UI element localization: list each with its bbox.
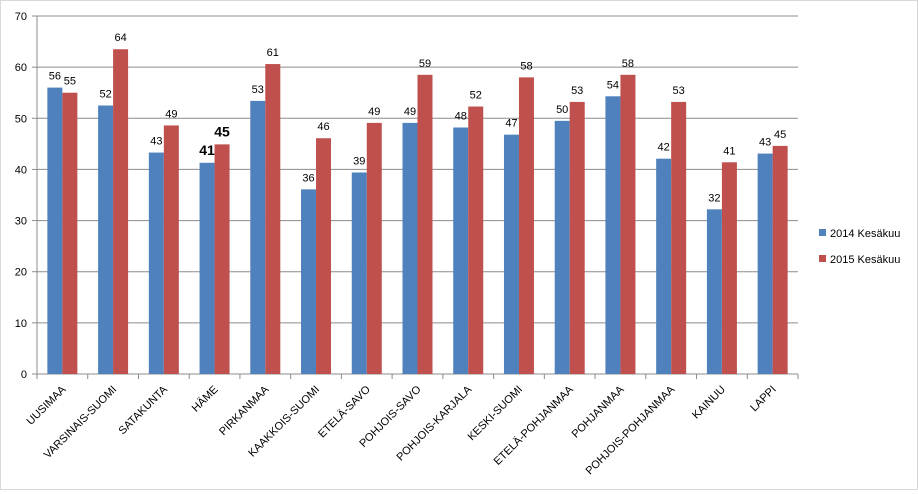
bars bbox=[47, 49, 788, 375]
bar-2015 bbox=[417, 74, 433, 375]
data-label: 58 bbox=[520, 60, 532, 72]
bar-2015 bbox=[518, 77, 534, 374]
data-label: 47 bbox=[505, 118, 517, 130]
data-label: 64 bbox=[114, 32, 126, 44]
bar-2014 bbox=[605, 96, 621, 375]
data-label: 53 bbox=[571, 85, 583, 97]
data-label: 43 bbox=[759, 137, 771, 149]
data-label: 56 bbox=[49, 71, 61, 83]
y-tick-label: 70 bbox=[15, 11, 27, 23]
data-label: 48 bbox=[455, 110, 467, 122]
bar-2014 bbox=[757, 153, 773, 374]
bar-2014 bbox=[503, 134, 519, 374]
bar-2014 bbox=[351, 172, 367, 374]
data-label: 45 bbox=[774, 129, 786, 141]
x-tick-label: LAPPI bbox=[748, 384, 779, 415]
data-label: 50 bbox=[556, 104, 568, 116]
data-label: 58 bbox=[622, 58, 634, 70]
bar-2015 bbox=[62, 92, 78, 374]
x-tick-label: SATAKUNTA bbox=[117, 383, 171, 437]
legend-swatch bbox=[819, 229, 826, 236]
x-tick-label: PIRKANMAA bbox=[217, 383, 272, 438]
data-label: 32 bbox=[708, 192, 720, 204]
x-tick-label: POHJOIS-POHJANMAA bbox=[584, 383, 678, 477]
y-tick-label: 0 bbox=[21, 369, 27, 381]
data-label: 49 bbox=[165, 108, 177, 120]
bar-2015 bbox=[113, 49, 129, 374]
bar-2014 bbox=[554, 120, 570, 374]
bar-2015 bbox=[468, 106, 484, 374]
x-tick-label: ETELÄ-SAVO bbox=[316, 383, 373, 440]
data-label: 59 bbox=[419, 58, 431, 70]
data-label: 55 bbox=[64, 76, 76, 88]
bar-2014 bbox=[656, 158, 672, 374]
y-tick-label: 20 bbox=[15, 267, 27, 279]
bar-2014 bbox=[453, 127, 469, 375]
data-label: 43 bbox=[150, 136, 162, 148]
data-label: 41 bbox=[723, 145, 735, 157]
bar-2015 bbox=[721, 162, 737, 374]
data-label: 45 bbox=[214, 123, 230, 139]
bar-2015 bbox=[569, 101, 585, 375]
x-tick-label: KAINUU bbox=[690, 384, 728, 422]
x-tick-label: POHJANMAA bbox=[570, 383, 627, 440]
bar-2014 bbox=[148, 152, 164, 374]
data-label: 49 bbox=[368, 106, 380, 118]
bar-2014 bbox=[706, 209, 722, 374]
data-label: 42 bbox=[658, 142, 670, 154]
bar-2015 bbox=[772, 145, 788, 374]
bar-2014 bbox=[402, 122, 418, 374]
data-label: 46 bbox=[317, 121, 329, 133]
y-tick-label: 60 bbox=[15, 62, 27, 74]
bar-2014 bbox=[301, 189, 317, 374]
data-label: 36 bbox=[302, 172, 314, 184]
data-label: 49 bbox=[404, 106, 416, 118]
data-label: 52 bbox=[470, 90, 482, 102]
bar-2015 bbox=[265, 64, 281, 375]
x-tick-label: UUSIMAA bbox=[25, 383, 69, 427]
bar-2015 bbox=[163, 125, 179, 375]
bar-2014 bbox=[98, 105, 114, 374]
y-tick-label: 40 bbox=[15, 164, 27, 176]
bar-2014 bbox=[47, 87, 63, 374]
data-label: 39 bbox=[353, 155, 365, 167]
y-axis-ticks: 0 10 20 30 40 50 60 70 bbox=[15, 11, 27, 381]
legend-label: 2014 Kesäkuu bbox=[830, 228, 900, 240]
legend-label: 2015 Kesäkuu bbox=[830, 254, 900, 266]
data-label: 54 bbox=[607, 79, 619, 91]
bar-2015 bbox=[671, 101, 687, 375]
data-label: 61 bbox=[267, 47, 279, 59]
x-tick-label: HÄME bbox=[190, 384, 221, 415]
legend: 2014 Kesäkuu 2015 Kesäkuu bbox=[819, 228, 900, 266]
bar-2015 bbox=[620, 74, 636, 375]
data-label: 53 bbox=[673, 85, 685, 97]
data-label: 52 bbox=[99, 89, 111, 101]
y-tick-label: 30 bbox=[15, 216, 27, 228]
bar-2014 bbox=[250, 100, 266, 374]
bar-2014 bbox=[199, 162, 215, 374]
bar-2015 bbox=[366, 122, 382, 374]
data-label: 41 bbox=[199, 142, 215, 158]
y-tick-label: 50 bbox=[15, 113, 27, 125]
bar-2015 bbox=[316, 138, 332, 374]
bar-2015 bbox=[214, 144, 230, 374]
y-tick-label: 10 bbox=[15, 318, 27, 330]
data-label: 53 bbox=[252, 84, 264, 96]
legend-swatch bbox=[819, 255, 826, 262]
